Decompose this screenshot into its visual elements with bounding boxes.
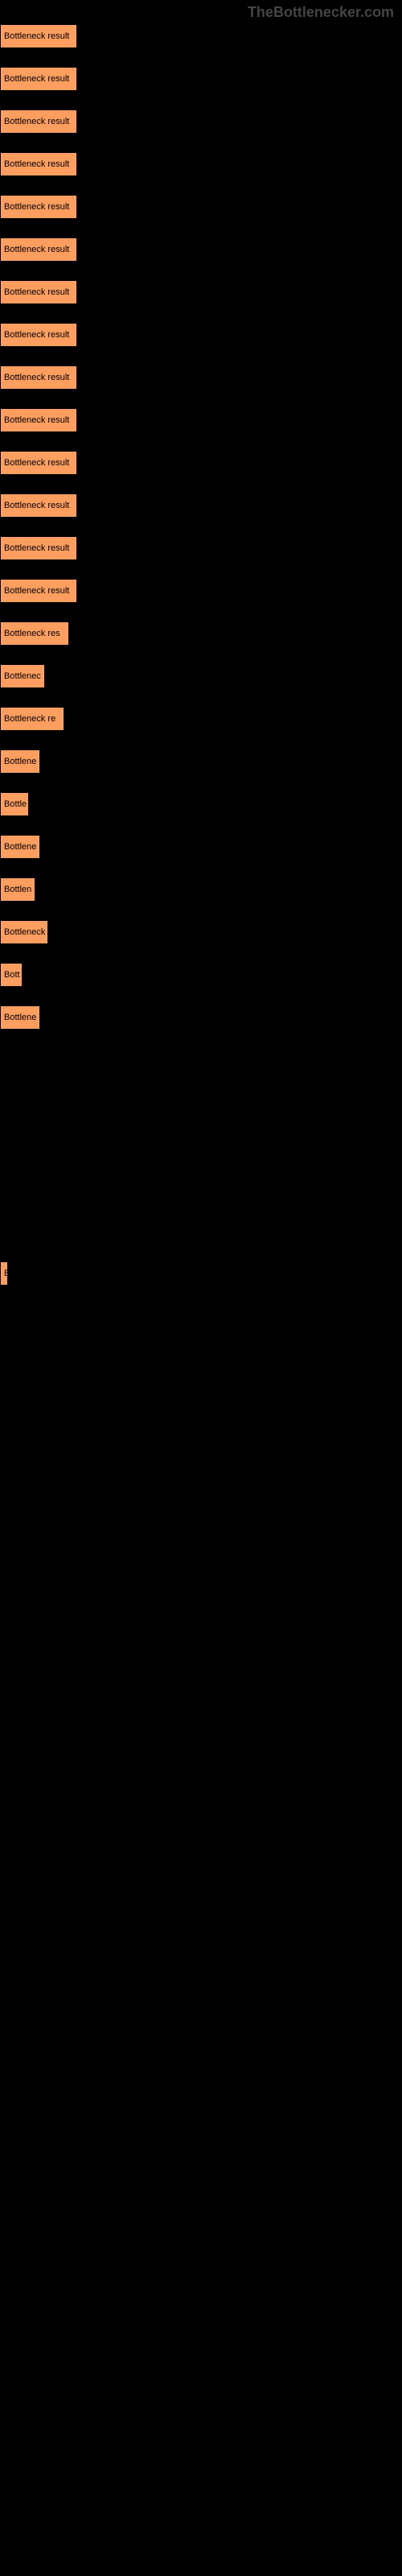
chart-bar: Bottlene <box>0 1005 40 1030</box>
bar-row: Bottleneck result <box>0 323 402 347</box>
bar-row: Bottleneck result <box>0 536 402 560</box>
bar-row <box>0 2456 402 2480</box>
chart-bar: Bottleneck <box>0 920 48 944</box>
bar-row <box>0 2499 402 2523</box>
bar-row <box>0 2157 402 2182</box>
bar-row: Bottleneck result <box>0 67 402 91</box>
bar-row <box>0 1091 402 1115</box>
bar-row: Bottleneck result <box>0 109 402 134</box>
chart-bar: Bottleneck result <box>0 24 77 48</box>
bar-row <box>0 1432 402 1456</box>
bar-row <box>0 2413 402 2438</box>
bar-row <box>0 1773 402 1798</box>
bar-row <box>0 1603 402 1627</box>
chart-bar: Bottleneck result <box>0 323 77 347</box>
bar-row <box>0 2200 402 2224</box>
chart-bar: Bottlenec <box>0 664 45 688</box>
watermark-text: TheBottlenecker.com <box>248 4 394 21</box>
chart-bar: Bottleneck result <box>0 195 77 219</box>
bar-row: Bottlene <box>0 1005 402 1030</box>
bar-row: Bottleneck result <box>0 237 402 262</box>
bar-row: Bottleneck result <box>0 195 402 219</box>
bar-row <box>0 1133 402 1158</box>
chart-bar: Bottleneck result <box>0 579 77 603</box>
bar-row: Bottlen <box>0 877 402 902</box>
bar-row: Bottlene <box>0 835 402 859</box>
bar-row <box>0 2243 402 2267</box>
bar-row: Bottleneck <box>0 920 402 944</box>
bar-row <box>0 1944 402 1968</box>
bar-row: Bottleneck result <box>0 451 402 475</box>
chart-bar: Bottleneck result <box>0 536 77 560</box>
bar-row: Bottleneck result <box>0 24 402 48</box>
bar-row: Bottleneck result <box>0 579 402 603</box>
chart-bar: Bottle <box>0 792 29 816</box>
bar-row: Bottleneck result <box>0 408 402 432</box>
bar-row <box>0 1048 402 1072</box>
chart-container: Bottleneck result Bottleneck result Bottle… <box>0 0 402 2523</box>
chart-bar: Bottleneck result <box>0 365 77 390</box>
chart-bar: Bottleneck result <box>0 280 77 304</box>
bar-row <box>0 1901 402 1926</box>
bar-row <box>0 1731 402 1755</box>
chart-bar: Bottleneck result <box>0 408 77 432</box>
bar-row: Bottleneck re <box>0 707 402 731</box>
chart-bar: Bottlene <box>0 749 40 774</box>
chart-bar: Bottleneck re <box>0 707 64 731</box>
bar-row: Bottlene <box>0 749 402 774</box>
chart-bar: B <box>0 1261 8 1286</box>
bar-row: Bottleneck result <box>0 280 402 304</box>
bar-row <box>0 1859 402 1883</box>
bar-row <box>0 1176 402 1200</box>
bar-row <box>0 1304 402 1328</box>
bar-row <box>0 1987 402 2011</box>
chart-bar: Bottlene <box>0 835 40 859</box>
bar-row <box>0 1560 402 1584</box>
chart-bar: Bottleneck result <box>0 67 77 91</box>
chart-bar: Bottleneck res <box>0 621 69 646</box>
bar-row: Bott <box>0 963 402 987</box>
chart-bar: Bottleneck result <box>0 152 77 176</box>
bar-row <box>0 1389 402 1414</box>
bar-row <box>0 1517 402 1542</box>
bar-row <box>0 2371 402 2395</box>
bar-row <box>0 2285 402 2310</box>
bar-row: Bottleneck result <box>0 365 402 390</box>
bar-row: Bottlenec <box>0 664 402 688</box>
bar-row: Bottle <box>0 792 402 816</box>
bar-row <box>0 1816 402 1840</box>
bar-row: Bottleneck res <box>0 621 402 646</box>
bar-row: Bottleneck result <box>0 152 402 176</box>
bar-row <box>0 1645 402 1670</box>
bar-row <box>0 2115 402 2139</box>
bar-row <box>0 1688 402 1712</box>
chart-bar: Bottlen <box>0 877 35 902</box>
chart-bar: Bottleneck result <box>0 493 77 518</box>
bar-row <box>0 1219 402 1243</box>
bar-row: B <box>0 1261 402 1286</box>
chart-bar: Bott <box>0 963 23 987</box>
chart-bar: Bottleneck result <box>0 109 77 134</box>
bar-row: Bottleneck result <box>0 493 402 518</box>
bar-row <box>0 1347 402 1371</box>
chart-bar: Bottleneck result <box>0 451 77 475</box>
chart-bar: Bottleneck result <box>0 237 77 262</box>
bar-row <box>0 2072 402 2096</box>
bar-row <box>0 1475 402 1499</box>
bar-row <box>0 2029 402 2054</box>
bar-row <box>0 2328 402 2352</box>
